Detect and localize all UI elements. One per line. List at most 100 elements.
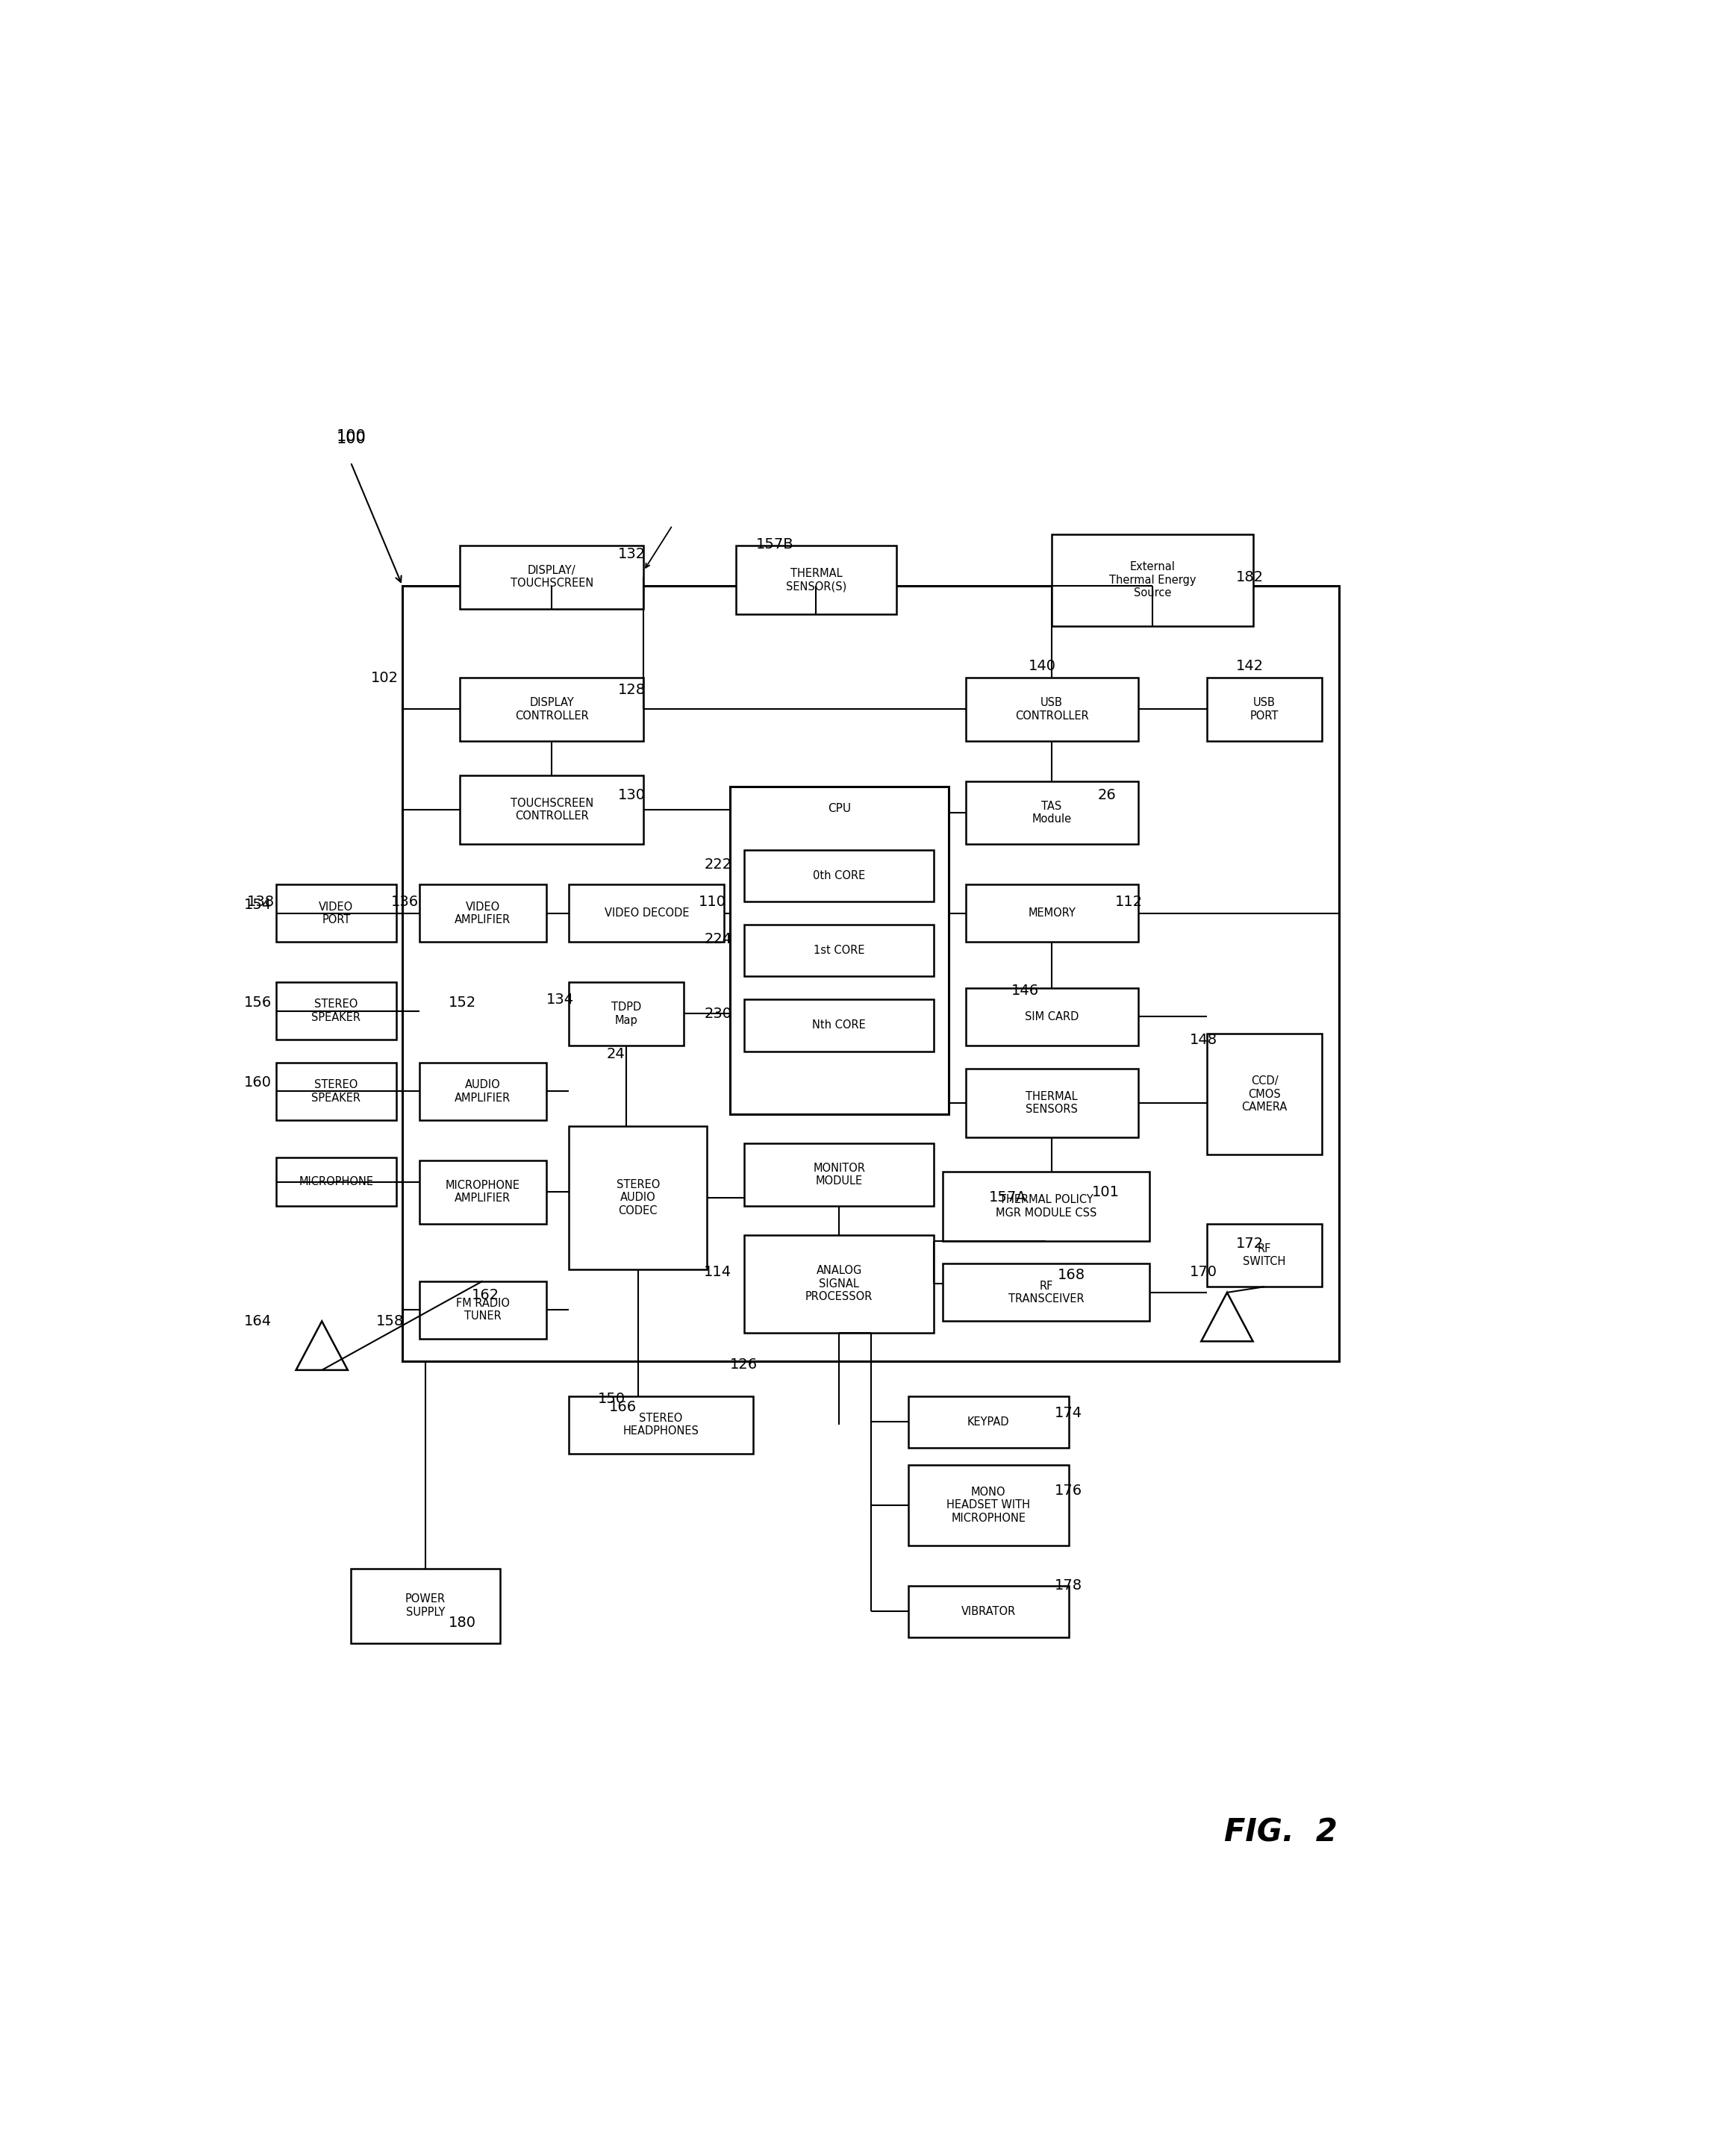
Text: KEYPAD: KEYPAD <box>968 1416 1009 1427</box>
Text: 142: 142 <box>1235 660 1264 673</box>
Text: STEREO
SPEAKER: STEREO SPEAKER <box>312 998 361 1022</box>
Bar <box>420 1160 546 1225</box>
Bar <box>1208 1225 1322 1287</box>
Text: THERMAL
SENSOR(S): THERMAL SENSOR(S) <box>786 567 846 593</box>
Text: 180: 180 <box>449 1615 476 1630</box>
Text: 26: 26 <box>1098 789 1117 802</box>
Bar <box>743 1235 934 1332</box>
Text: 224: 224 <box>704 931 731 946</box>
Text: STEREO
HEADPHONES: STEREO HEADPHONES <box>624 1412 699 1436</box>
Text: 130: 130 <box>618 789 646 802</box>
Text: FIG.  2: FIG. 2 <box>1225 1818 1338 1848</box>
Text: 140: 140 <box>1030 660 1057 673</box>
Text: 0th CORE: 0th CORE <box>814 871 865 882</box>
Text: USB
CONTROLLER: USB CONTROLLER <box>1014 696 1089 722</box>
Text: RF
SWITCH: RF SWITCH <box>1244 1244 1286 1268</box>
Text: DISPLAY
CONTROLLER: DISPLAY CONTROLLER <box>516 696 589 722</box>
Bar <box>966 1069 1137 1138</box>
Text: 128: 128 <box>618 683 646 696</box>
Bar <box>743 1143 934 1207</box>
Bar <box>420 1281 546 1339</box>
Bar <box>966 780 1137 845</box>
Bar <box>908 1395 1069 1447</box>
Bar <box>459 776 644 845</box>
Text: 222: 222 <box>704 858 731 871</box>
Text: 136: 136 <box>391 895 418 910</box>
Text: 178: 178 <box>1055 1578 1083 1593</box>
Text: 168: 168 <box>1057 1268 1086 1283</box>
Bar <box>569 983 683 1046</box>
Text: ANALOG
SIGNAL
PROCESSOR: ANALOG SIGNAL PROCESSOR <box>805 1266 874 1302</box>
Text: USB
PORT: USB PORT <box>1250 696 1278 722</box>
Bar <box>420 884 546 942</box>
Text: TAS
Module: TAS Module <box>1031 800 1072 826</box>
Bar <box>1208 677 1322 742</box>
Text: 157A: 157A <box>988 1190 1026 1205</box>
Text: 164: 164 <box>245 1315 272 1328</box>
Text: 172: 172 <box>1235 1238 1264 1250</box>
Bar <box>743 1000 934 1052</box>
Bar <box>743 925 934 977</box>
Bar <box>569 1395 754 1453</box>
Text: VIDEO
PORT: VIDEO PORT <box>319 901 353 925</box>
Bar <box>1052 535 1252 625</box>
Bar <box>276 884 397 942</box>
Bar <box>743 849 934 901</box>
Text: Nth CORE: Nth CORE <box>812 1020 865 1031</box>
Text: VIDEO DECODE: VIDEO DECODE <box>605 908 689 918</box>
Text: CPU: CPU <box>827 802 851 815</box>
Text: VIBRATOR: VIBRATOR <box>961 1606 1016 1617</box>
Text: 176: 176 <box>1055 1483 1083 1498</box>
Bar <box>459 545 644 608</box>
Bar <box>966 884 1137 942</box>
Text: 24: 24 <box>606 1048 625 1061</box>
Text: External
Thermal Energy
Source: External Thermal Energy Source <box>1108 561 1196 599</box>
Text: 156: 156 <box>245 996 272 1009</box>
Text: 138: 138 <box>247 895 274 910</box>
Text: 160: 160 <box>245 1076 272 1089</box>
Text: 100: 100 <box>336 429 367 444</box>
Text: 152: 152 <box>449 996 476 1009</box>
Text: 100: 100 <box>336 431 367 446</box>
Bar <box>730 787 949 1115</box>
Text: 134: 134 <box>546 992 574 1007</box>
Text: TOUCHSCREEN
CONTROLLER: TOUCHSCREEN CONTROLLER <box>510 798 593 821</box>
Text: DISPLAY/
TOUCHSCREEN: DISPLAY/ TOUCHSCREEN <box>510 565 593 589</box>
Bar <box>569 1125 707 1270</box>
Text: FM RADIO
TUNER: FM RADIO TUNER <box>456 1298 510 1322</box>
Bar <box>276 983 397 1039</box>
Text: TDPD
Map: TDPD Map <box>612 1003 641 1026</box>
Text: 170: 170 <box>1191 1266 1218 1279</box>
Text: 174: 174 <box>1055 1406 1083 1421</box>
Text: 114: 114 <box>704 1266 731 1279</box>
Bar <box>351 1567 500 1643</box>
Bar <box>569 884 725 942</box>
Bar <box>908 1464 1069 1546</box>
Text: THERMAL
SENSORS: THERMAL SENSORS <box>1026 1091 1077 1115</box>
Text: STEREO
AUDIO
CODEC: STEREO AUDIO CODEC <box>617 1179 660 1216</box>
Text: 126: 126 <box>730 1358 757 1371</box>
Text: 157B: 157B <box>755 537 793 552</box>
Bar <box>276 1063 397 1121</box>
Text: CCD/
CMOS
CAMERA: CCD/ CMOS CAMERA <box>1242 1076 1288 1112</box>
Text: 102: 102 <box>370 671 399 686</box>
Text: MEMORY: MEMORY <box>1028 908 1076 918</box>
Text: MICROPHONE: MICROPHONE <box>298 1177 373 1188</box>
Text: MONITOR
MODULE: MONITOR MODULE <box>814 1162 865 1186</box>
Bar <box>942 1263 1149 1322</box>
Text: AUDIO
AMPLIFIER: AUDIO AMPLIFIER <box>454 1080 510 1104</box>
Bar <box>966 677 1137 742</box>
Text: RF
TRANSCEIVER: RF TRANSCEIVER <box>1007 1281 1084 1304</box>
Bar <box>942 1173 1149 1240</box>
Bar <box>420 1063 546 1121</box>
Bar <box>908 1585 1069 1636</box>
Text: STEREO
SPEAKER: STEREO SPEAKER <box>312 1080 361 1104</box>
Text: 101: 101 <box>1091 1186 1120 1199</box>
Bar <box>459 677 644 742</box>
Text: MONO
HEADSET WITH
MICROPHONE: MONO HEADSET WITH MICROPHONE <box>947 1485 1030 1524</box>
Text: 154: 154 <box>245 897 272 912</box>
Bar <box>735 545 896 614</box>
Text: 1st CORE: 1st CORE <box>814 944 865 955</box>
Bar <box>966 987 1137 1046</box>
Text: 150: 150 <box>598 1393 625 1406</box>
